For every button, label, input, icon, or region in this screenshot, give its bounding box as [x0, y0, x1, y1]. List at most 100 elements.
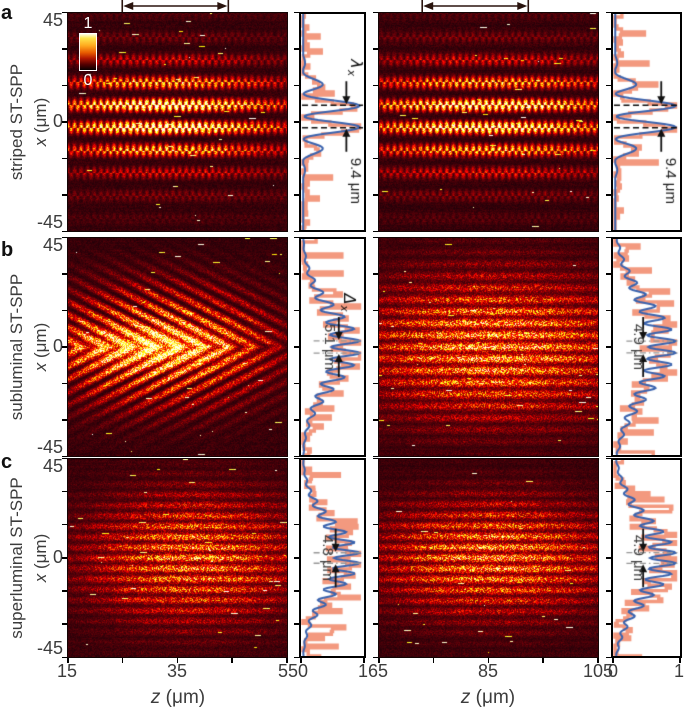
tick-mark	[373, 656, 378, 659]
z-axis-variable: z	[150, 687, 161, 708]
tick-mark	[606, 230, 611, 233]
x-tick-label: 0	[52, 547, 63, 567]
tick-mark	[62, 590, 67, 592]
heatmap-canvas	[68, 238, 287, 456]
tick-mark	[606, 157, 611, 160]
z-tick-label: 55	[277, 661, 299, 681]
tick-mark	[373, 194, 378, 196]
heatmap-striped-right	[378, 12, 599, 232]
tick-mark	[679, 658, 681, 663]
tick-mark	[294, 346, 299, 348]
x-tick-label: 0	[52, 111, 63, 131]
panel-marker-a: a	[1, 2, 13, 24]
intensity-tick-label: 0	[297, 661, 308, 681]
tick-mark	[606, 419, 611, 421]
tick-mark	[62, 273, 67, 275]
x-tick-label: -45	[36, 638, 63, 658]
tick-mark	[606, 236, 611, 239]
tick-mark	[373, 309, 378, 312]
tick-mark	[294, 121, 299, 123]
tick-mark	[294, 157, 299, 160]
tick-mark	[373, 490, 378, 493]
tick-mark	[373, 557, 378, 559]
heatmap-subluminal-right	[378, 237, 599, 457]
tick-mark	[62, 382, 67, 385]
tick-mark	[373, 230, 378, 233]
tick-mark	[62, 656, 67, 659]
tick-mark	[373, 382, 378, 385]
tick-mark	[62, 48, 67, 50]
tick-mark	[294, 656, 299, 659]
tick-mark	[606, 623, 611, 625]
tick-mark	[373, 157, 378, 160]
x-tick-label: 45	[42, 235, 63, 255]
tick-mark	[294, 11, 299, 14]
heatmap-canvas	[379, 13, 598, 231]
profile-canvas	[613, 460, 680, 656]
tick-mark	[294, 84, 299, 87]
z-tick-label: 105	[582, 661, 614, 681]
profile-canvas	[613, 14, 680, 230]
tick-mark	[62, 455, 67, 458]
tick-mark	[294, 48, 299, 50]
tick-mark	[286, 658, 288, 663]
tick-mark	[606, 273, 611, 275]
x-axis-variable: x	[31, 137, 50, 147]
tick-mark	[373, 523, 378, 526]
tick-mark	[294, 623, 299, 625]
tick-mark	[62, 419, 67, 421]
profile-subluminal-left	[299, 237, 366, 457]
heatmap-canvas	[379, 238, 598, 456]
tick-mark	[597, 658, 599, 663]
colorbar-min-label: 0	[83, 72, 93, 89]
z-axis-variable: z	[460, 687, 471, 708]
tick-mark	[373, 84, 378, 87]
z-tick-label: 15	[56, 661, 78, 681]
heatmap-canvas	[68, 13, 287, 231]
tick-mark	[294, 309, 299, 312]
tick-mark	[606, 48, 611, 50]
profile-canvas	[301, 14, 364, 230]
profile-superluminal-left	[299, 458, 366, 658]
tick-mark	[373, 48, 378, 50]
heatmap-subluminal-left	[67, 237, 288, 457]
tick-mark	[62, 236, 67, 239]
profile-subluminal-right	[611, 237, 682, 457]
tick-mark	[373, 346, 378, 348]
tick-mark	[300, 658, 302, 663]
tick-mark	[121, 658, 124, 663]
tick-mark	[62, 523, 67, 526]
tick-mark	[373, 273, 378, 275]
z-axis-label: z (μm)	[118, 687, 238, 709]
tick-mark	[606, 590, 611, 592]
z-tick-label: 65	[367, 661, 389, 681]
x-tick-label: -45	[36, 212, 63, 232]
tick-mark	[294, 455, 299, 458]
tick-mark	[432, 658, 435, 663]
tick-mark	[294, 557, 299, 559]
tick-mark	[231, 658, 233, 663]
tick-mark	[378, 658, 380, 663]
tick-mark	[294, 230, 299, 233]
tick-mark	[67, 658, 69, 663]
colorbar-gradient	[79, 33, 97, 71]
x-tick-label: -45	[36, 437, 63, 457]
tick-mark	[606, 11, 611, 14]
tick-mark	[373, 590, 378, 592]
tick-mark	[606, 121, 611, 123]
x-axis-variable: x	[31, 362, 50, 372]
tick-mark	[62, 457, 67, 460]
profile-striped-right	[611, 12, 682, 232]
tick-mark	[373, 236, 378, 239]
tick-mark	[606, 656, 611, 659]
tick-mark	[606, 194, 611, 196]
intensity-tick-label: 1	[673, 661, 684, 681]
tick-mark	[373, 11, 378, 14]
tick-mark	[373, 121, 378, 123]
colorbar-max-label: 1	[83, 15, 93, 32]
tick-mark	[606, 346, 611, 348]
tick-mark	[62, 230, 67, 233]
x-axis-variable: x	[31, 573, 50, 583]
tick-mark	[606, 457, 611, 460]
z-axis-label: z (μm)	[428, 687, 548, 709]
